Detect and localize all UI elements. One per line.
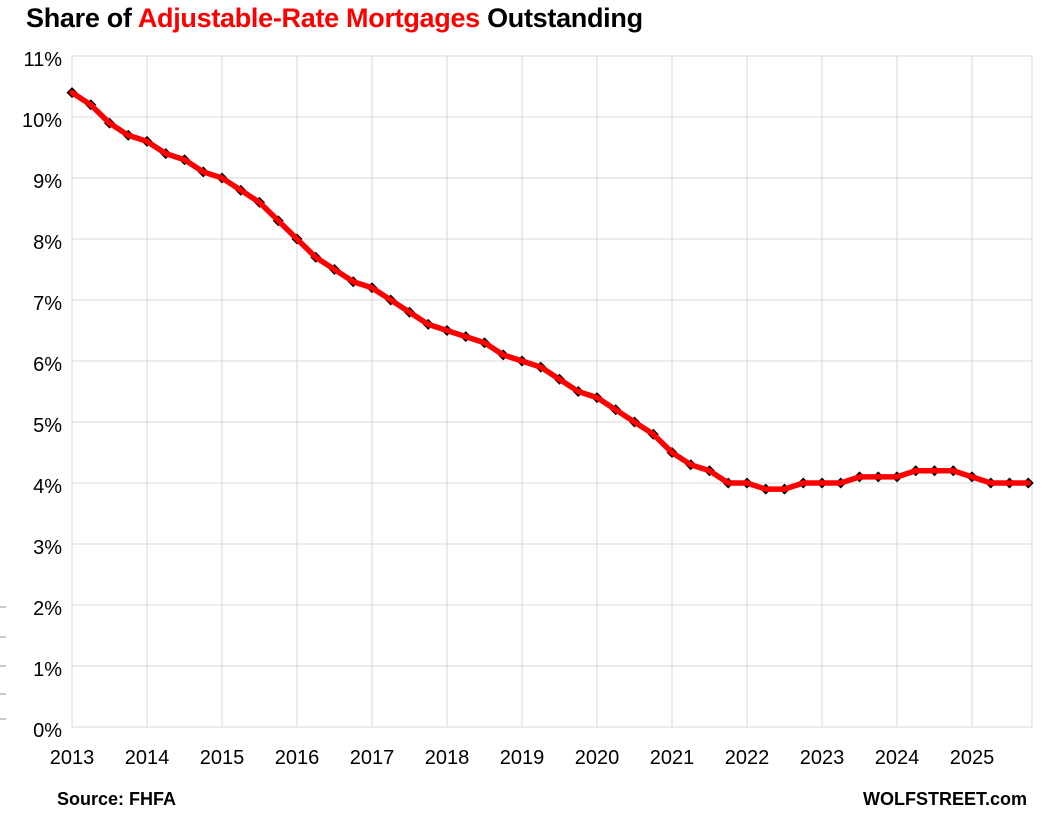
title-text-highlight: Adjustable-Rate Mortgages xyxy=(137,3,480,33)
watermark: WOLFSTREET.com xyxy=(862,789,1027,809)
y-axis-tick-label: 7% xyxy=(33,293,62,315)
y-axis-tick-label: 4% xyxy=(33,476,62,498)
x-axis-tick-label: 2022 xyxy=(725,747,770,769)
y-axis-tick-label: 6% xyxy=(33,354,62,376)
x-axis-tick-label: 2017 xyxy=(350,747,395,769)
y-axis-tick-label: 3% xyxy=(33,537,62,559)
y-axis-tick-label: 11% xyxy=(23,49,62,71)
y-axis-tick-label: 9% xyxy=(33,171,62,193)
x-axis-tick-label: 2018 xyxy=(425,747,470,769)
y-axis-tick-label: 2% xyxy=(33,598,62,620)
chart-title: Share of Adjustable-Rate Mortgages Outst… xyxy=(26,3,643,34)
y-axis-tick-label: 10% xyxy=(22,110,62,132)
source-note: Source: FHFA xyxy=(57,789,177,809)
x-axis-tick-label: 2013 xyxy=(50,747,95,769)
y-axis-tick-label: 8% xyxy=(33,232,62,254)
x-axis-tick-label: 2023 xyxy=(800,747,845,769)
y-axis-tick-label: 0% xyxy=(33,720,62,742)
x-axis-tick-label: 2016 xyxy=(275,747,320,769)
title-text-suffix: Outstanding xyxy=(479,3,643,33)
x-axis-tick-label: 2025 xyxy=(950,747,995,769)
x-axis-tick-label: 2014 xyxy=(125,747,170,769)
x-axis-tick-label: 2015 xyxy=(200,747,245,769)
x-axis-tick-label: 2024 xyxy=(875,747,920,769)
y-axis-tick-label: 1% xyxy=(33,659,62,681)
x-axis-tick-label: 2020 xyxy=(575,747,620,769)
x-axis-tick-label: 2019 xyxy=(500,747,545,769)
x-axis-tick-label: 2021 xyxy=(650,747,695,769)
title-text-prefix: Share of xyxy=(26,3,138,33)
series-line xyxy=(69,89,1031,492)
y-axis-tick-label: 5% xyxy=(33,415,62,437)
